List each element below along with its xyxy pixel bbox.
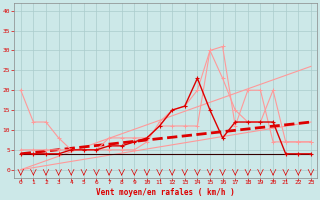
X-axis label: Vent moyen/en rafales ( km/h ): Vent moyen/en rafales ( km/h ) <box>96 188 235 197</box>
